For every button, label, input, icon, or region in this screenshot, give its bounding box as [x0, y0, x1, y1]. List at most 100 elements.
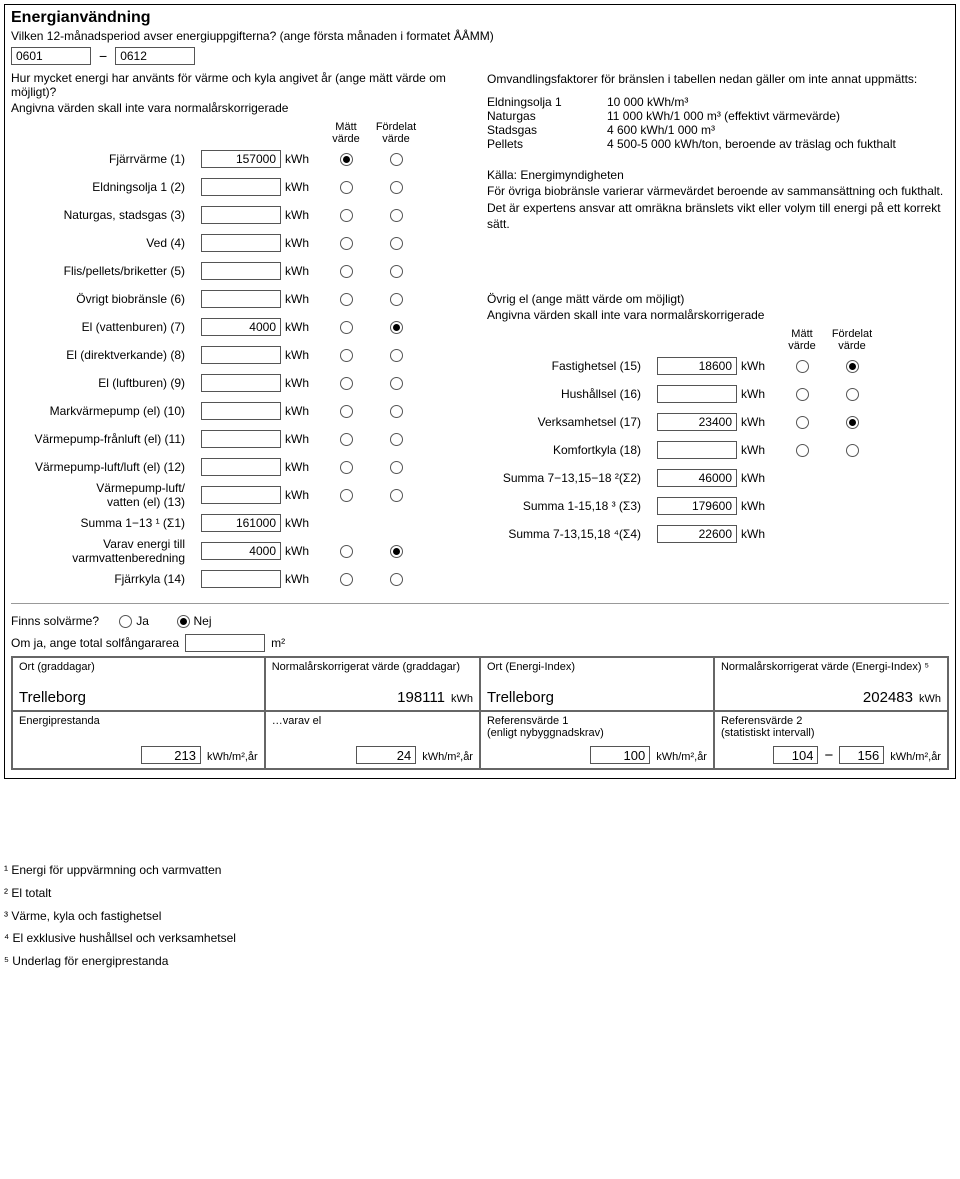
value-input[interactable]	[657, 441, 737, 459]
matt-radio[interactable]	[340, 293, 353, 306]
value-input[interactable]	[201, 458, 281, 476]
sum3-row: Summa 1-15,18 ³ (Σ3) kWh	[487, 492, 949, 520]
varav-unit: kWh	[281, 544, 321, 558]
row-label: Naturgas, stadsgas (3)	[11, 208, 191, 222]
solar-no-radio[interactable]	[177, 615, 190, 628]
matt-radio[interactable]	[340, 377, 353, 390]
varav-fordelat-radio[interactable]	[390, 545, 403, 558]
solar-area-input[interactable]	[185, 634, 265, 652]
value-input[interactable]	[201, 290, 281, 308]
row-label: Hushållsel (16)	[487, 387, 647, 401]
value-input[interactable]	[201, 402, 281, 420]
matt-radio[interactable]	[340, 349, 353, 362]
unit-label: kWh	[281, 152, 321, 166]
fordelat-radio[interactable]	[846, 360, 859, 373]
fordelat-radio[interactable]	[390, 209, 403, 222]
solar-yes-radio[interactable]	[119, 615, 132, 628]
fjarrkyla-input[interactable]	[201, 570, 281, 588]
fjarrkyla-unit: kWh	[281, 572, 321, 586]
fordelat-radio[interactable]	[846, 416, 859, 429]
value-input[interactable]	[201, 262, 281, 280]
matt-radio[interactable]	[340, 405, 353, 418]
fordelat-radio[interactable]	[846, 388, 859, 401]
fjarrkyla-label: Fjärrkyla (14)	[11, 572, 191, 586]
energy-row: Hushållsel (16)kWh	[487, 380, 949, 408]
value-input[interactable]	[201, 318, 281, 336]
grid-header: Normalårskorrigerat värde (Energi-Index)…	[721, 661, 941, 673]
value-input[interactable]	[657, 413, 737, 431]
fordelat-radio[interactable]	[390, 433, 403, 446]
value-input[interactable]	[201, 178, 281, 196]
matt-radio[interactable]	[796, 444, 809, 457]
fordelat-radio[interactable]	[390, 405, 403, 418]
grid-input-low[interactable]	[773, 746, 818, 764]
fordelat-radio[interactable]	[390, 349, 403, 362]
value-input[interactable]	[657, 357, 737, 375]
matt-radio[interactable]	[340, 237, 353, 250]
grid-input-high[interactable]	[839, 746, 884, 764]
fordelat-radio[interactable]	[390, 461, 403, 474]
value-input[interactable]	[201, 374, 281, 392]
matt-radio[interactable]	[340, 265, 353, 278]
grid-cell: EnergiprestandakWh/m²,år	[12, 711, 265, 769]
value-input[interactable]	[201, 206, 281, 224]
matt-radio[interactable]	[796, 416, 809, 429]
grid-input[interactable]	[141, 746, 201, 764]
sum2-input[interactable]	[657, 469, 737, 487]
value-input[interactable]	[201, 234, 281, 252]
grid-header: Referensvärde 1 (enligt nybyggnadskrav)	[487, 715, 707, 739]
value-input[interactable]	[657, 385, 737, 403]
fordelat-radio[interactable]	[390, 377, 403, 390]
grid-cell: Ort (graddagar)Trelleborg	[12, 657, 265, 711]
fordelat-radio[interactable]	[390, 181, 403, 194]
matt-radio[interactable]	[796, 388, 809, 401]
unit-label: kWh	[737, 415, 777, 429]
row-label: Ved (4)	[11, 236, 191, 250]
period-question: Vilken 12-månadsperiod avser energiuppgi…	[11, 29, 949, 43]
period-to-input[interactable]	[115, 47, 195, 65]
energy-row: Värmepump-frånluft (el) (11)kWh	[11, 425, 481, 453]
row-label: Övrigt biobränsle (6)	[11, 292, 191, 306]
conv-source: Källa: Energimyndigheten	[487, 167, 949, 183]
fordelat-radio[interactable]	[390, 321, 403, 334]
sum4-input[interactable]	[657, 525, 737, 543]
matt-radio[interactable]	[796, 360, 809, 373]
fordelat-radio[interactable]	[390, 153, 403, 166]
grid-input[interactable]	[590, 746, 650, 764]
matt-radio[interactable]	[340, 209, 353, 222]
matt-radio[interactable]	[340, 321, 353, 334]
footnote: ¹ Energi för uppvärmning och varmvatten	[4, 859, 956, 882]
fordelat-radio[interactable]	[390, 237, 403, 250]
row-label: Flis/pellets/briketter (5)	[11, 264, 191, 278]
fordelat-radio[interactable]	[390, 265, 403, 278]
varav-input[interactable]	[201, 542, 281, 560]
row-label: Verksamhetsel (17)	[487, 415, 647, 429]
sum1-input[interactable]	[201, 514, 281, 532]
grid-cell: Normalårskorrigerat värde (Energi-Index)…	[714, 657, 948, 711]
value-input[interactable]	[201, 430, 281, 448]
conv-value: 11 000 kWh/1 000 m³ (effektivt värmevärd…	[607, 109, 949, 123]
fordelat-radio[interactable]	[390, 489, 403, 502]
fordelat-radio[interactable]	[390, 293, 403, 306]
solar-yes-label: Ja	[136, 614, 149, 628]
grid-input[interactable]	[356, 746, 416, 764]
matt-radio[interactable]	[340, 433, 353, 446]
fjarrkyla-fordelat-radio[interactable]	[390, 573, 403, 586]
fordelat-radio[interactable]	[846, 444, 859, 457]
matt-radio[interactable]	[340, 461, 353, 474]
matt-radio[interactable]	[340, 153, 353, 166]
value-input[interactable]	[201, 150, 281, 168]
period-from-input[interactable]	[11, 47, 91, 65]
sum3-input[interactable]	[657, 497, 737, 515]
unit-label: kWh	[281, 292, 321, 306]
fjarrkyla-matt-radio[interactable]	[340, 573, 353, 586]
unit-label: kWh	[281, 320, 321, 334]
unit-label: kWh	[281, 264, 321, 278]
row-label: Komfortkyla (18)	[487, 443, 647, 457]
value-input[interactable]	[201, 346, 281, 364]
value-input[interactable]	[201, 486, 281, 504]
solar-no-label: Nej	[194, 614, 212, 628]
varav-matt-radio[interactable]	[340, 545, 353, 558]
matt-radio[interactable]	[340, 489, 353, 502]
matt-radio[interactable]	[340, 181, 353, 194]
